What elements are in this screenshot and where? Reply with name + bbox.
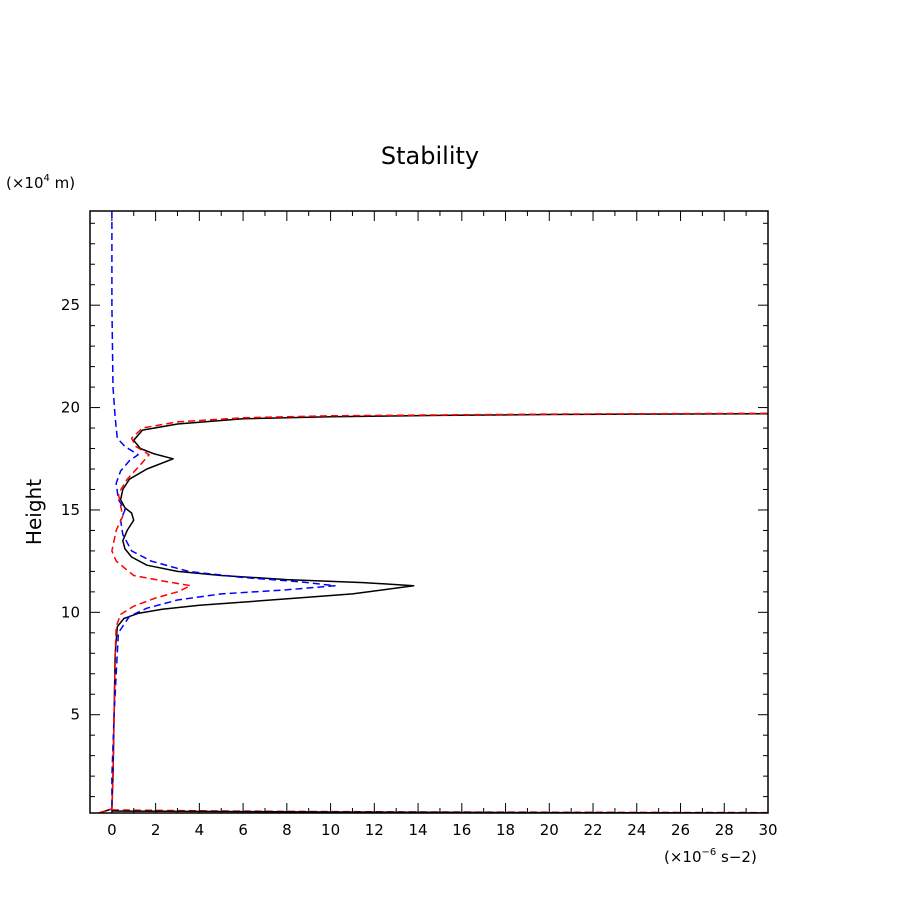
x-tick-label: 10 bbox=[321, 821, 340, 839]
y-unit-suffix: m) bbox=[50, 174, 75, 192]
series-line-red-dashed bbox=[98, 412, 768, 813]
y-tick-label: 5 bbox=[70, 706, 80, 724]
x-tick-label: 0 bbox=[107, 821, 117, 839]
svg-text:(×104 m): (×104 m) bbox=[6, 173, 75, 192]
y-unit-label: (×104 m) bbox=[6, 173, 75, 192]
y-tick-label: 25 bbox=[61, 296, 80, 314]
x-tick-label: 6 bbox=[238, 821, 248, 839]
x-tick-label: 12 bbox=[365, 821, 384, 839]
x-tick-label: 30 bbox=[758, 821, 777, 839]
x-tick-label: 8 bbox=[282, 821, 292, 839]
x-tick-label: 28 bbox=[715, 821, 734, 839]
x-unit-prefix: (×10 bbox=[664, 848, 702, 866]
y-unit-exponent: 4 bbox=[44, 173, 50, 184]
svg-text:(×10−6 s−2): (×10−6 s−2) bbox=[664, 847, 757, 866]
y-tick-label: 15 bbox=[61, 501, 80, 519]
y-tick-label: 20 bbox=[61, 399, 80, 417]
x-unit-exponent: −6 bbox=[702, 847, 717, 858]
x-tick-label: 20 bbox=[540, 821, 559, 839]
x-tick-label: 18 bbox=[496, 821, 515, 839]
x-tick-label: 4 bbox=[195, 821, 205, 839]
x-tick-label: 2 bbox=[151, 821, 161, 839]
y-unit-prefix: (×10 bbox=[6, 174, 44, 192]
x-unit-label: (×10−6 s−2) bbox=[664, 847, 757, 866]
x-tick-label: 22 bbox=[583, 821, 602, 839]
x-unit-suffix: s−2) bbox=[716, 848, 757, 866]
x-tick-label: 16 bbox=[452, 821, 471, 839]
x-tick-label: 14 bbox=[409, 821, 428, 839]
axis-ticks bbox=[89, 211, 769, 813]
x-tick-label: 24 bbox=[627, 821, 646, 839]
series-line-black-solid bbox=[98, 412, 768, 813]
plot-frame bbox=[89, 210, 769, 814]
x-tick-label: 26 bbox=[671, 821, 690, 839]
y-axis-title: Height bbox=[22, 479, 46, 545]
chart-title: Stability bbox=[381, 142, 479, 170]
series-line-blue-dashed bbox=[111, 211, 336, 813]
y-tick-label: 10 bbox=[61, 603, 80, 621]
